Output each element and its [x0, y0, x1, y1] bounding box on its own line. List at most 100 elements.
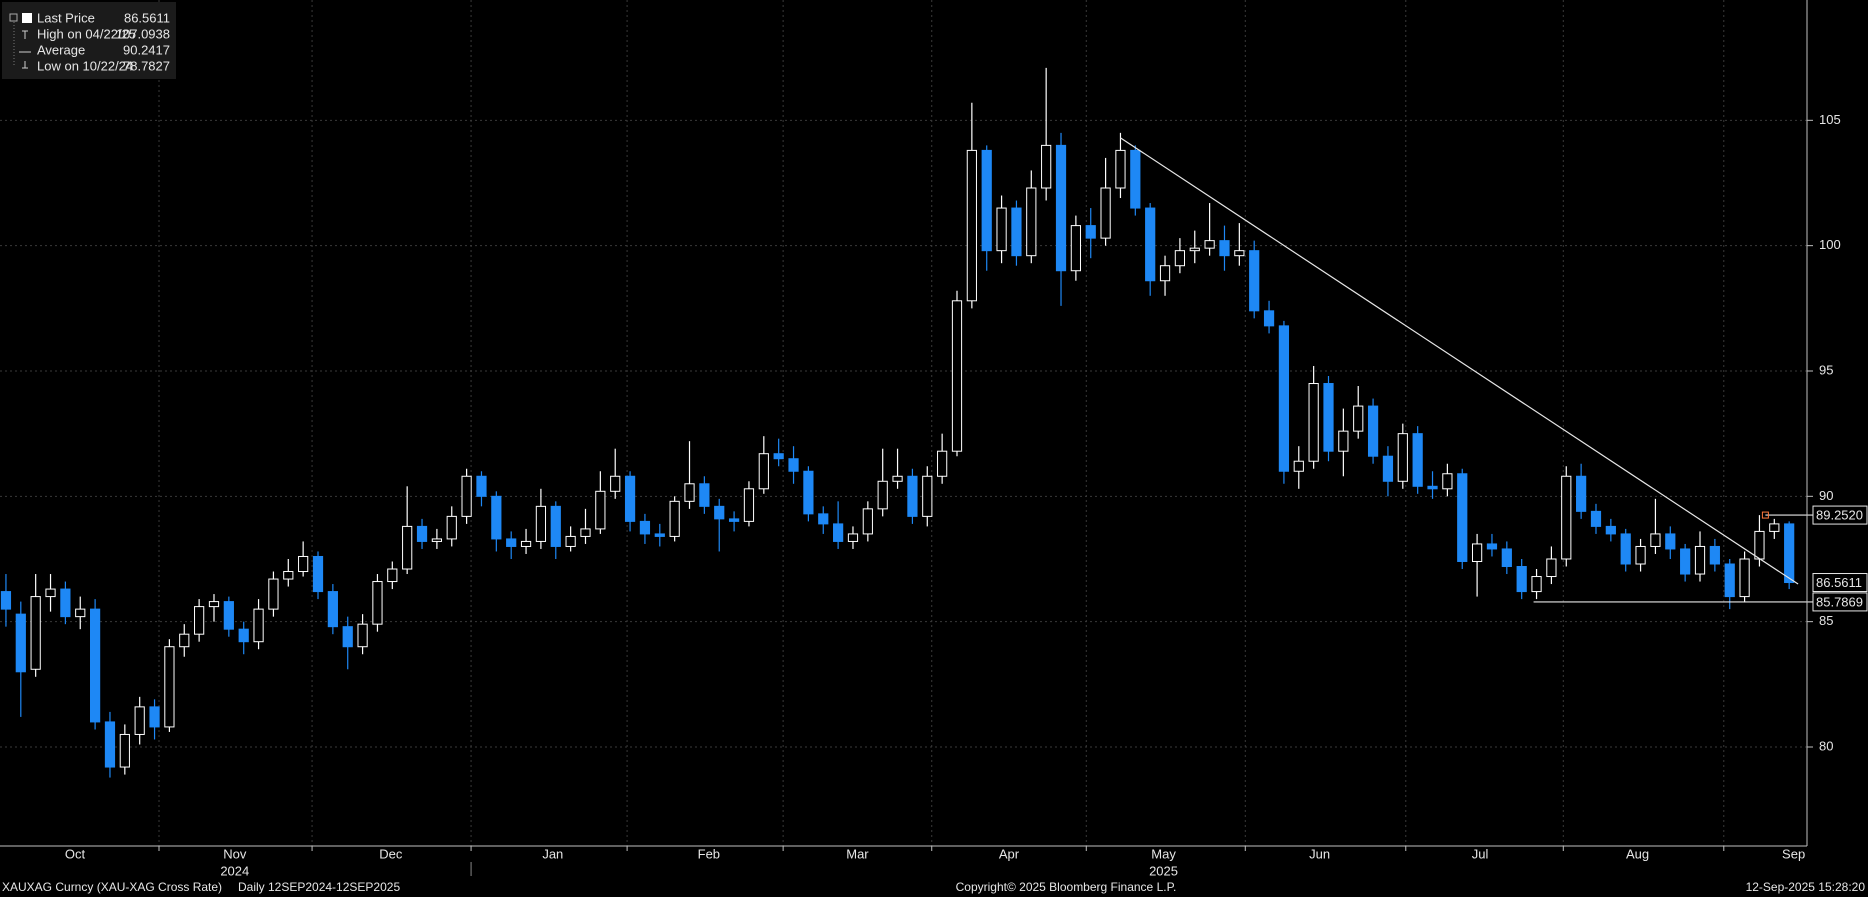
legend-label: Last Price	[37, 10, 95, 25]
candle-body	[1308, 383, 1319, 462]
candle-body	[1041, 144, 1052, 189]
candle-body	[1263, 310, 1275, 327]
candle-body	[491, 495, 502, 540]
candle-body	[238, 628, 249, 643]
candle-body	[862, 508, 873, 535]
candle-body	[520, 540, 532, 547]
candle-body	[45, 588, 56, 598]
candle-body	[1338, 430, 1349, 452]
candle-body	[1278, 325, 1290, 472]
y-tick-label: 95	[1819, 362, 1833, 377]
candle-body	[610, 475, 621, 492]
legend-icon	[9, 13, 18, 22]
candle-body	[535, 505, 547, 542]
y-tick-label: 100	[1819, 237, 1841, 252]
legend-icon	[22, 13, 32, 23]
candle-body	[1546, 558, 1557, 578]
candle-body	[788, 458, 799, 472]
candle-body	[1145, 207, 1156, 282]
candle-body	[1085, 225, 1096, 239]
candle-body	[75, 608, 86, 618]
level-marker	[1761, 511, 1769, 519]
candle-body	[1680, 548, 1691, 575]
candle-body	[327, 591, 338, 628]
candle-body	[1605, 525, 1616, 535]
candle-body	[1724, 563, 1735, 598]
x-tick-label: Jun	[1309, 846, 1330, 861]
candle-body	[223, 601, 234, 630]
candle-body	[624, 475, 636, 522]
candle-body	[1115, 149, 1126, 189]
candle-body	[1323, 383, 1334, 452]
level-label: 85.7869	[1816, 594, 1863, 609]
candle-body	[1590, 510, 1602, 527]
candle-body	[1397, 433, 1408, 482]
candle-body	[1204, 240, 1215, 249]
candle-body	[208, 601, 220, 608]
footer-security: XAUXAG Curncy (XAU-XAG Cross Rate)	[2, 880, 222, 894]
candle-body	[1709, 545, 1720, 565]
candle-body	[268, 578, 279, 610]
candle-body	[833, 523, 844, 542]
x-tick-label: Oct	[65, 846, 86, 861]
candle-body	[550, 505, 561, 547]
candle-body	[1501, 548, 1512, 568]
candle-body	[342, 626, 353, 648]
candle-body	[684, 483, 695, 502]
candle-body	[1576, 475, 1587, 512]
last-price-label: 86.5611	[1816, 575, 1862, 590]
grid	[0, 0, 1813, 851]
candle-body	[506, 538, 517, 547]
legend-label: Average	[37, 42, 85, 57]
candle-body	[1635, 545, 1646, 565]
candle-body	[1249, 250, 1260, 312]
candle-body	[0, 591, 12, 610]
x-tick-label: Dec	[379, 846, 403, 861]
candle-body	[357, 623, 368, 648]
candle-body	[387, 568, 398, 583]
candle-body	[981, 149, 992, 252]
x-tick-label: Mar	[846, 846, 869, 861]
x-tick-label: May	[1151, 846, 1176, 861]
y-tick-label: 80	[1819, 738, 1833, 753]
candle-body	[1234, 250, 1245, 257]
level-label-box	[1812, 592, 1868, 612]
level-label-box	[1812, 505, 1868, 525]
candle-body	[1442, 473, 1453, 490]
candle-body	[1694, 545, 1706, 575]
candle-body	[743, 488, 755, 522]
candle-body	[298, 555, 309, 573]
candle-body	[1427, 485, 1438, 490]
candle-body	[1011, 207, 1022, 257]
candle-body	[1784, 523, 1795, 584]
candle-body	[654, 533, 665, 537]
candle-body	[119, 733, 130, 768]
candle-body	[253, 608, 264, 643]
x-tick-label: Feb	[698, 846, 720, 861]
candle-body	[1382, 455, 1394, 482]
candle-body	[194, 606, 205, 635]
candle-body	[1130, 149, 1141, 209]
candle-body	[372, 581, 383, 625]
candle-body	[1159, 265, 1171, 282]
footer-period: Daily 12SEP2024-12SEP2025	[238, 880, 400, 894]
candle-body	[1754, 530, 1765, 560]
legend-value: 78.7827	[123, 58, 170, 73]
candle-body	[164, 646, 175, 728]
candle-body	[728, 518, 740, 522]
candle-body	[803, 470, 814, 515]
candle-body	[1100, 187, 1111, 239]
x-tick-label: Jan	[542, 846, 563, 861]
candle-body	[1739, 558, 1750, 598]
footer-timestamp: 12-Sep-2025 15:28:20	[1746, 880, 1866, 894]
legend-label: High on 04/22/25	[37, 26, 136, 41]
legend-value: 86.5611	[124, 10, 170, 25]
candle-body	[312, 555, 324, 593]
candle-body	[1650, 533, 1661, 547]
x-tick-label: Sep	[1782, 846, 1805, 861]
candle-body	[892, 475, 903, 482]
candle-body	[1769, 523, 1780, 532]
candle-body	[15, 613, 26, 673]
